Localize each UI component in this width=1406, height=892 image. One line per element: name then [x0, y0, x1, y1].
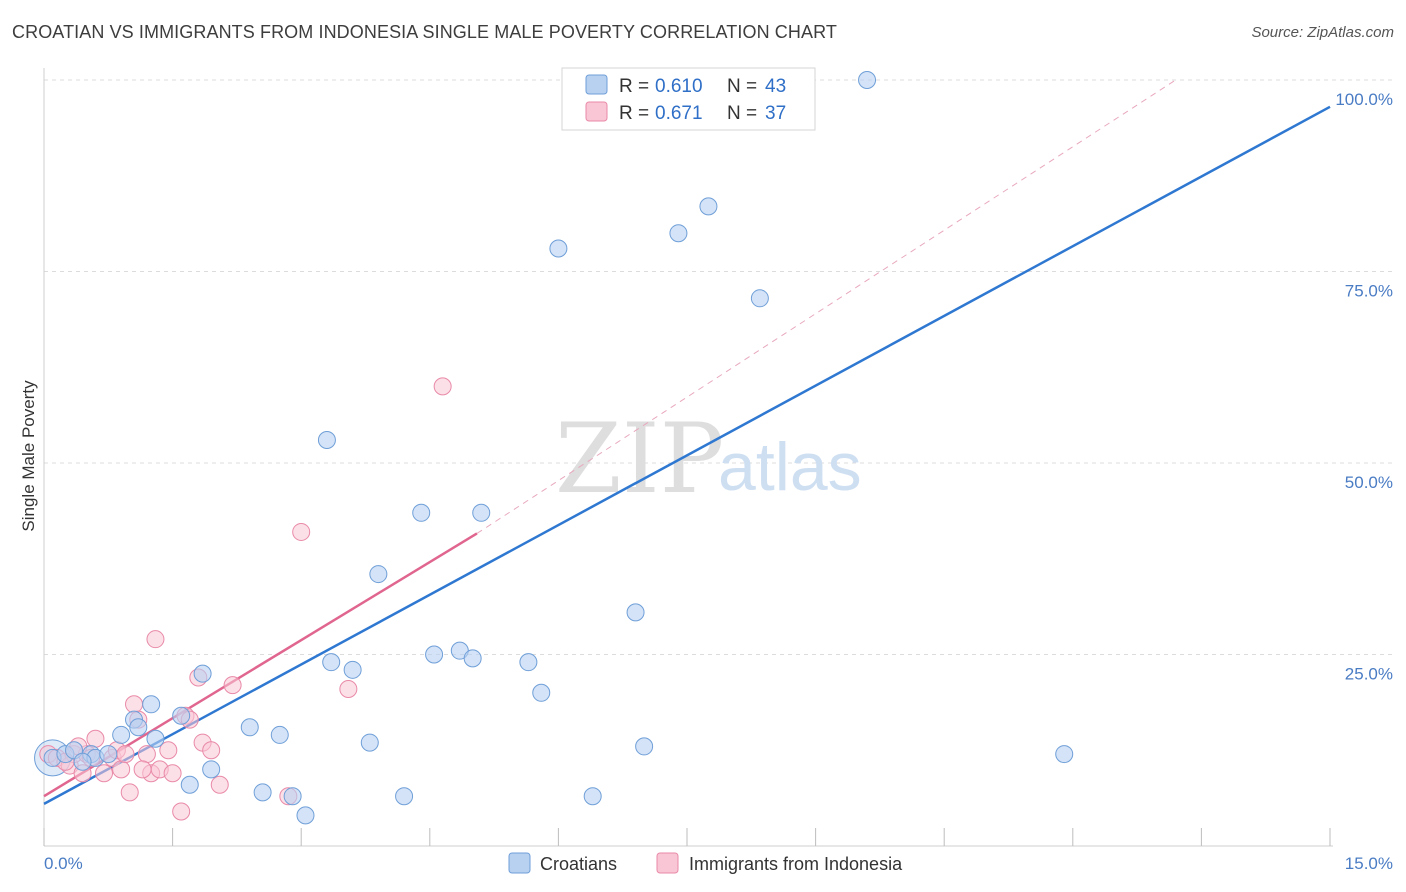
y-axis-label: Single Male Poverty [19, 380, 38, 532]
legend-n-label-0: N = [727, 76, 757, 97]
point-indonesia-28 [210, 775, 229, 794]
point-croatians-11 [240, 718, 259, 737]
point-croatians-5 [112, 725, 131, 744]
point-layer [34, 71, 1074, 825]
source-label: Source: ZipAtlas.com [1251, 24, 1394, 41]
point-indonesia-32 [339, 679, 358, 698]
point-indonesia-33 [433, 377, 452, 396]
point-croatians-34 [699, 197, 718, 216]
y-tick-label-100: 100.0% [1335, 90, 1393, 109]
legend-n-value-1: 37 [765, 103, 786, 124]
x-tick-labels: 0.0% 15.0% [44, 854, 1393, 873]
point-indonesia-31 [292, 522, 311, 541]
grid-layer: 25.0% 50.0% 75.0% 100.0% [44, 79, 1395, 684]
stats-legend: R = 0.610 N = 43 R = 0.671 N = 37 [561, 67, 816, 131]
point-croatians-37 [1055, 745, 1074, 764]
bottom-legend-label-croatians: Croatians [540, 854, 617, 874]
point-indonesia-16 [137, 745, 156, 764]
point-indonesia-34 [133, 760, 152, 779]
point-croatians-4 [99, 745, 118, 764]
point-indonesia-11 [112, 760, 131, 779]
legend-swatch-indonesia [585, 101, 608, 122]
point-indonesia-20 [159, 741, 178, 760]
point-croatians-39 [73, 752, 92, 771]
legend-swatch-croatians [585, 74, 608, 95]
point-croatians-21 [395, 787, 414, 806]
trend-line-croatians [43, 105, 1331, 805]
point-indonesia-18 [146, 630, 165, 649]
point-croatians-26 [472, 503, 491, 522]
point-indonesia-7 [86, 729, 105, 748]
point-croatians-28 [532, 683, 551, 702]
y-tick-label-25: 25.0% [1345, 665, 1393, 684]
axis-layer [43, 68, 1333, 847]
point-croatians-35 [750, 289, 769, 308]
point-croatians-29 [549, 239, 568, 258]
legend-r-label-0: R = [619, 76, 649, 97]
point-croatians-7 [142, 695, 161, 714]
point-croatians-23 [425, 645, 444, 664]
bottom-legend-swatch-croatians [508, 852, 531, 874]
point-croatians-15 [296, 806, 315, 825]
point-croatians-19 [360, 733, 379, 752]
point-croatians-13 [270, 725, 289, 744]
point-croatians-10 [193, 664, 212, 683]
legend-r-label-1: R = [619, 103, 649, 124]
legend-n-value-0: 43 [765, 76, 786, 97]
bottom-legend: Croatians Immigrants from Indonesia [508, 852, 903, 874]
point-indonesia-22 [172, 802, 191, 821]
point-croatians-8 [172, 706, 191, 725]
legend-r-value-1: 0.671 [655, 103, 703, 124]
point-croatians-16 [317, 431, 336, 450]
x-tick-label-min: 0.0% [44, 854, 83, 873]
y-tick-label-75: 75.0% [1345, 282, 1393, 301]
point-croatians-41 [146, 729, 165, 748]
point-croatians-9 [180, 775, 199, 794]
point-indonesia-13 [120, 783, 139, 802]
legend-n-label-1: N = [727, 103, 757, 124]
point-croatians-36 [858, 71, 877, 89]
watermark-zip: ZIP [555, 403, 724, 515]
point-croatians-40 [129, 718, 148, 737]
point-croatians-18 [343, 660, 362, 679]
x-tick-label-max: 15.0% [1345, 854, 1393, 873]
point-croatians-12 [253, 783, 272, 802]
chart-title: CROATIAN VS IMMIGRANTS FROM INDONESIA SI… [12, 22, 837, 42]
point-indonesia-29 [223, 676, 242, 695]
y-tick-label-50: 50.0% [1345, 473, 1393, 492]
watermark-atlas: atlas [718, 429, 862, 505]
point-indonesia-8 [95, 764, 114, 783]
point-croatians-31 [626, 603, 645, 622]
point-indonesia-14 [125, 695, 144, 714]
point-indonesia-27 [202, 741, 221, 760]
trend-line-indonesia-extended [476, 79, 1176, 534]
legend-r-value-0: 0.610 [655, 76, 703, 97]
point-croatians-25 [463, 649, 482, 668]
point-croatians-27 [519, 653, 538, 672]
point-croatians-14 [283, 787, 302, 806]
watermark: ZIP atlas [555, 403, 862, 515]
point-croatians-42 [202, 760, 221, 779]
point-croatians-20 [369, 565, 388, 584]
point-croatians-17 [322, 653, 341, 672]
point-croatians-30 [583, 787, 602, 806]
bottom-legend-label-indonesia: Immigrants from Indonesia [689, 854, 903, 874]
point-croatians-32 [635, 737, 654, 756]
point-indonesia-21 [163, 764, 182, 783]
bottom-legend-swatch-indonesia [656, 852, 679, 874]
point-croatians-33 [669, 224, 688, 243]
point-indonesia-12 [116, 745, 135, 764]
point-croatians-22 [412, 503, 431, 522]
